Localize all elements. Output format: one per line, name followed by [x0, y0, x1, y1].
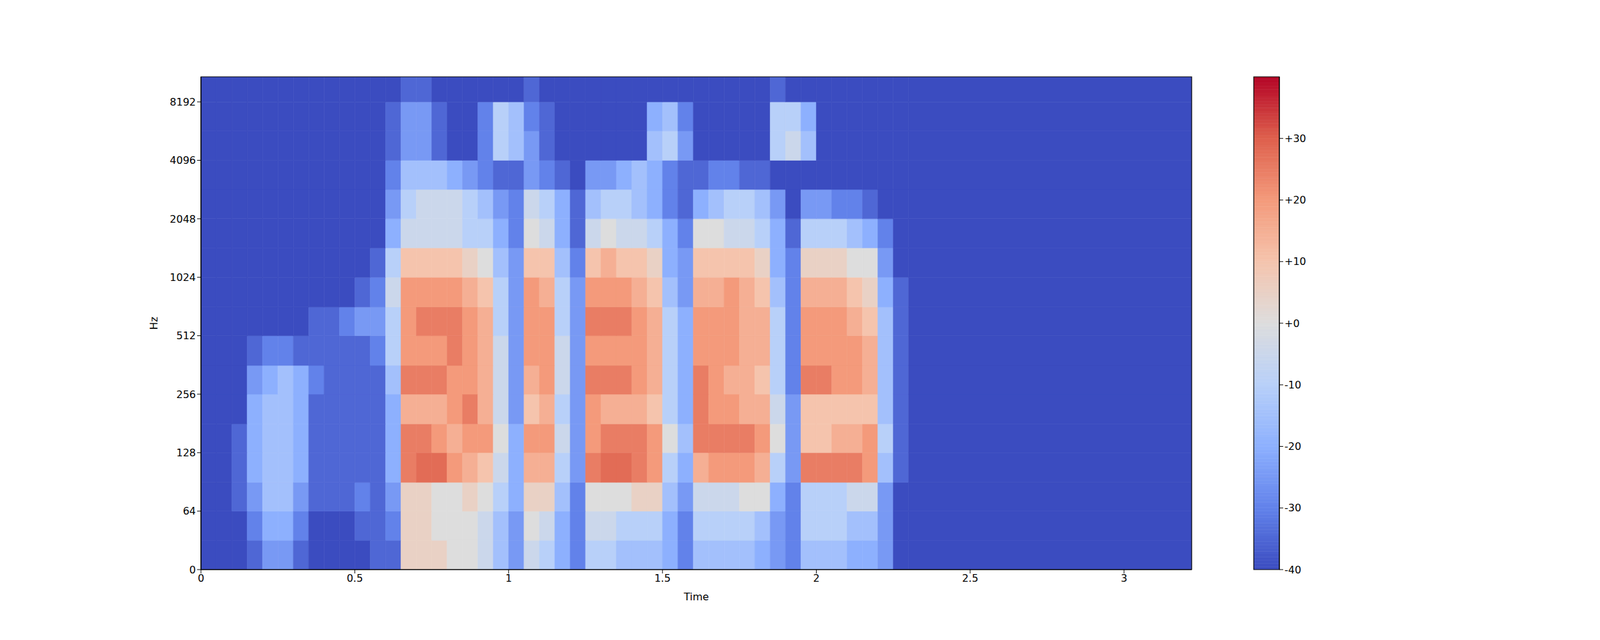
svg-text:3: 3: [1120, 572, 1128, 585]
svg-text:2048: 2048: [169, 213, 196, 226]
svg-text:64: 64: [183, 504, 196, 518]
svg-text:256: 256: [176, 388, 196, 401]
svg-text:-30: -30: [1284, 501, 1302, 514]
svg-text:+0: +0: [1284, 317, 1300, 330]
svg-text:+20: +20: [1284, 193, 1307, 207]
svg-text:Time: Time: [682, 590, 709, 603]
svg-text:Hz: Hz: [147, 316, 160, 330]
svg-text:+10: +10: [1284, 255, 1307, 268]
svg-text:0: 0: [197, 572, 205, 585]
svg-text:512: 512: [176, 329, 196, 342]
svg-text:-20: -20: [1284, 440, 1302, 453]
svg-text:+30: +30: [1284, 132, 1307, 145]
svg-text:2.5: 2.5: [961, 572, 978, 585]
svg-text:1.5: 1.5: [654, 572, 671, 585]
svg-text:2: 2: [812, 572, 820, 585]
svg-text:0: 0: [189, 563, 196, 576]
svg-text:8192: 8192: [169, 96, 196, 109]
svg-text:1: 1: [505, 572, 512, 585]
svg-text:1024: 1024: [169, 271, 196, 284]
svg-text:0.5: 0.5: [346, 572, 363, 585]
svg-text:-10: -10: [1284, 378, 1302, 392]
svg-text:-40: -40: [1284, 563, 1302, 576]
svg-text:128: 128: [176, 446, 196, 459]
svg-text:4096: 4096: [169, 154, 196, 167]
